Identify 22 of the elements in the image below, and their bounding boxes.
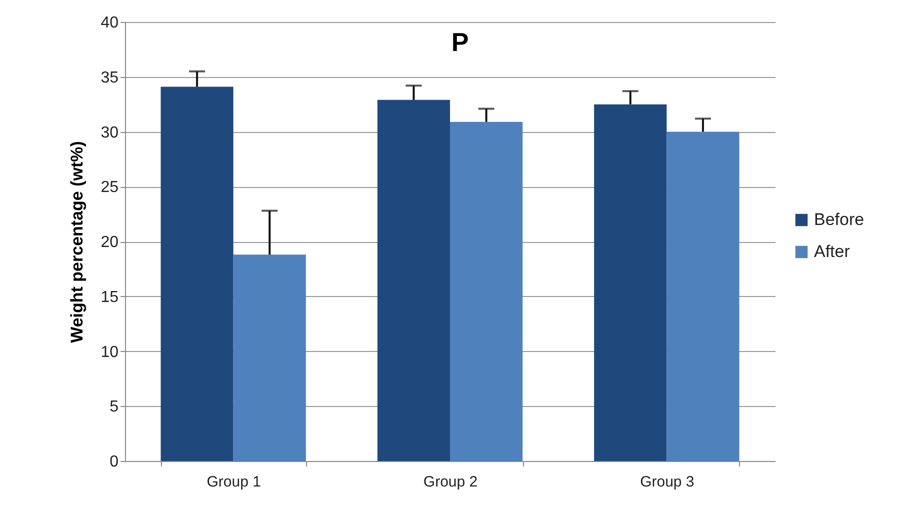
y-tick-label: 20 bbox=[100, 234, 119, 251]
y-tick-label: 25 bbox=[100, 179, 119, 196]
bar bbox=[594, 104, 667, 461]
chart-title: P bbox=[451, 27, 469, 57]
bar bbox=[377, 100, 450, 461]
y-tick-label: 10 bbox=[100, 344, 119, 361]
bar bbox=[160, 86, 234, 461]
x-tick-label: Group 3 bbox=[640, 474, 694, 490]
legend-label: After bbox=[814, 242, 850, 261]
x-tick-label: Group 1 bbox=[206, 474, 261, 490]
y-axis-title: Weight percentage (wt%) bbox=[68, 141, 87, 343]
y-tick-label: 40 bbox=[100, 14, 119, 32]
bar bbox=[233, 254, 306, 461]
y-tick-label: 15 bbox=[100, 288, 119, 306]
y-tick-label: 0 bbox=[110, 454, 119, 470]
y-tick-label: 35 bbox=[100, 69, 119, 86]
bar bbox=[450, 122, 523, 461]
x-tick-label: Group 2 bbox=[423, 474, 478, 490]
bar bbox=[666, 132, 740, 461]
y-tick-label: 30 bbox=[100, 124, 119, 142]
y-tick-label: 5 bbox=[110, 398, 119, 416]
legend-label: Before bbox=[814, 210, 864, 229]
